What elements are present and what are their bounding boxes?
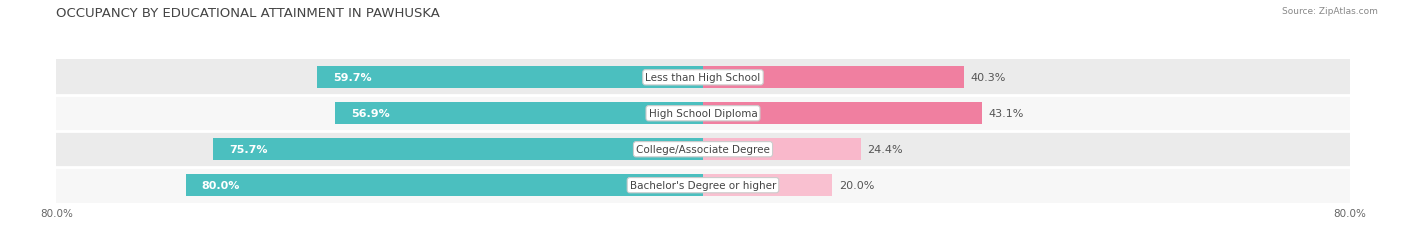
- Text: 75.7%: 75.7%: [229, 145, 269, 155]
- Text: Bachelor's Degree or higher: Bachelor's Degree or higher: [630, 180, 776, 190]
- Text: 40.3%: 40.3%: [970, 73, 1005, 83]
- Bar: [335, 103, 703, 125]
- Bar: [186, 174, 703, 197]
- Text: 24.4%: 24.4%: [868, 145, 903, 155]
- Bar: [56, 60, 1350, 96]
- Text: High School Diploma: High School Diploma: [648, 109, 758, 119]
- Text: 80.0%: 80.0%: [202, 180, 240, 190]
- Bar: [703, 103, 981, 125]
- Bar: [703, 67, 963, 89]
- Text: OCCUPANCY BY EDUCATIONAL ATTAINMENT IN PAWHUSKA: OCCUPANCY BY EDUCATIONAL ATTAINMENT IN P…: [56, 7, 440, 20]
- Bar: [214, 138, 703, 161]
- Text: 43.1%: 43.1%: [988, 109, 1024, 119]
- Bar: [703, 174, 832, 197]
- Bar: [56, 132, 1350, 167]
- Text: Less than High School: Less than High School: [645, 73, 761, 83]
- Text: 59.7%: 59.7%: [333, 73, 371, 83]
- Text: 56.9%: 56.9%: [352, 109, 389, 119]
- Bar: [56, 96, 1350, 132]
- Bar: [56, 167, 1350, 203]
- Text: Source: ZipAtlas.com: Source: ZipAtlas.com: [1282, 7, 1378, 16]
- Bar: [703, 138, 860, 161]
- Text: 20.0%: 20.0%: [839, 180, 875, 190]
- Bar: [316, 67, 703, 89]
- Text: College/Associate Degree: College/Associate Degree: [636, 145, 770, 155]
